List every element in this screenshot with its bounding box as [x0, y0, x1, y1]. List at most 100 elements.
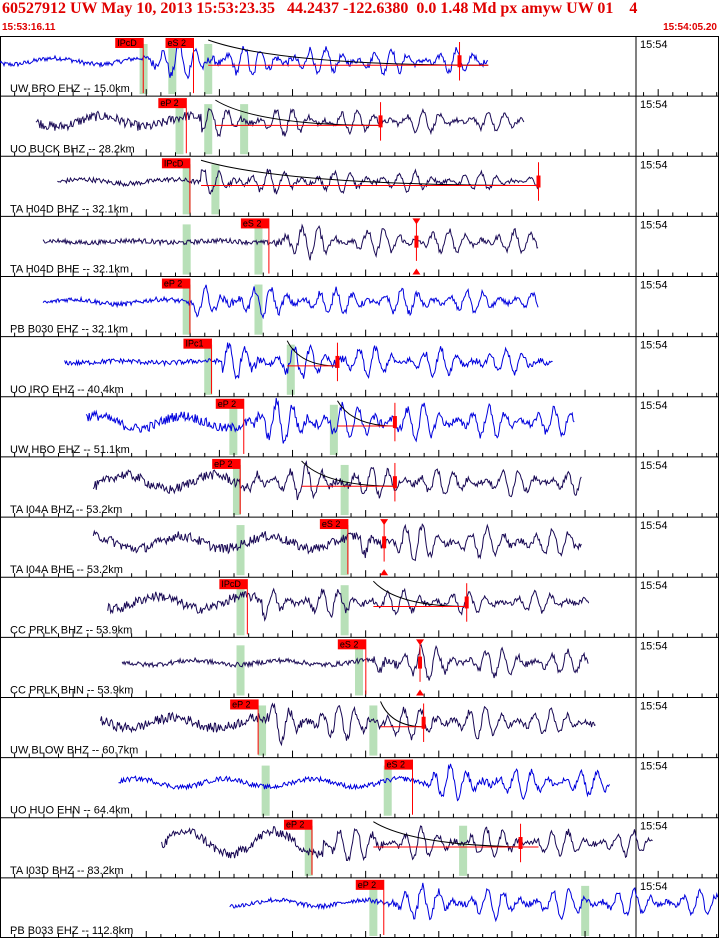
waveform-trace: [64, 342, 553, 380]
travel-time-marker: [340, 525, 349, 576]
phase-pick-box: [384, 759, 413, 770]
phase-pick-label: eP 2: [218, 399, 236, 409]
amplitude-marker-box: [414, 235, 419, 248]
trace-row: 15:54 eP 2 PB B033 EHZ -- 112.8km: [0, 877, 719, 938]
phase-pick-box: [183, 338, 212, 349]
travel-time-marker: [204, 44, 213, 95]
travel-time-marker: [182, 224, 191, 275]
phase-pick-box: [212, 458, 241, 469]
trace-row: 15:54 eS 2 CC PRLK BHN -- 53.9km: [0, 637, 719, 698]
station-label: UO HUO EHN -- 64.4km: [10, 805, 130, 817]
waveform-trace: [92, 460, 582, 501]
station-label: UO BUCK BHZ -- 28.2km: [10, 143, 135, 155]
travel-time-marker: [236, 645, 245, 696]
waveform-trace: [229, 882, 719, 923]
travel-time-marker: [175, 104, 184, 155]
phase-pick-label: IPcD: [221, 579, 241, 589]
trace-row: 15:54 IPcD TA H04D BHZ -- 32.1km: [0, 156, 719, 217]
trace-row: 15:54 eP 2 TA I04A BHZ -- 53.2km: [0, 456, 719, 518]
minute-label: 15:54: [640, 400, 668, 412]
amplitude-marker-box: [335, 355, 340, 368]
minute-label: 15:54: [640, 280, 668, 292]
phase-pick-label: eS 2: [386, 760, 405, 770]
phase-pick-box: [165, 38, 194, 48]
coda-curve: [373, 821, 539, 848]
travel-time-marker: [204, 344, 213, 395]
station-label: UW HBO EHZ -- 51.1km: [10, 444, 130, 456]
travel-time-marker: [254, 224, 263, 275]
waveform-trace: [0, 41, 489, 80]
trace-row: 15:54 eS 2 TA I04A BHE -- 53.2km: [0, 517, 719, 578]
trace-row: 15:54 eP 2 UW HBO EHZ -- 51.1km: [0, 396, 719, 458]
amplitude-marker-box: [378, 115, 383, 128]
amplitude-marker-box: [464, 596, 469, 609]
phase-pick-box: [219, 579, 248, 590]
waveform-trace: [42, 284, 539, 320]
trace-row: 15:54 eP 2 TA I03D BHZ -- 83.2km: [0, 817, 719, 879]
station-label: TA H04D BHE -- 32.1km: [10, 264, 129, 276]
trace-row: 15:54 eP 2 UW BLOW BHZ -- 60.7km: [0, 697, 719, 759]
minute-label: 15:54: [640, 580, 668, 592]
phase-pick-box: [215, 398, 244, 409]
trace-row: 15:54 IPcD CC PRLK BHZ -- 53.9km: [0, 577, 719, 638]
travel-time-marker: [383, 765, 392, 816]
window-end-time: 15:54:05.20: [663, 22, 717, 33]
phase-pick-label: eP 2: [160, 98, 178, 108]
trace-row: 15:54 eP 2 PB B030 EHZ -- 32.1km: [0, 276, 719, 338]
travel-time-marker: [254, 284, 263, 335]
travel-time-marker: [304, 825, 313, 876]
phase-pick-label: eS 2: [340, 639, 359, 649]
phase-pick-box: [283, 819, 312, 830]
pick-triangle-top: [412, 218, 421, 225]
amplitude-marker-box: [421, 716, 426, 729]
minute-label: 15:54: [640, 700, 668, 712]
waveform-trace: [85, 397, 575, 444]
pick-triangle-top: [380, 519, 389, 526]
pick-triangle-top: [416, 639, 425, 646]
minute-label: 15:54: [640, 219, 668, 231]
phase-pick-box: [161, 278, 190, 289]
phase-pick-label: IPc1: [185, 339, 203, 349]
phase-pick-label: IPcD: [164, 158, 184, 168]
pick-triangle-bottom: [412, 268, 421, 275]
phase-pick-box: [158, 98, 187, 109]
window-start-time: 15:53:16.11: [2, 22, 56, 33]
waveform-trace: [100, 702, 596, 747]
travel-time-marker: [236, 585, 245, 636]
travel-time-marker: [182, 164, 191, 215]
station-label: UW BLOW BHZ -- 60.7km: [10, 745, 138, 757]
station-label: TA I03D BHZ -- 83.2km: [10, 865, 124, 877]
minute-label: 15:54: [640, 761, 668, 773]
phase-pick-box: [319, 519, 348, 530]
trace-row: 15:54 eP 2 UO BUCK BHZ -- 28.2km: [0, 96, 719, 157]
event-title: 60527912 UW May 10, 2013 15:53:23.35 44.…: [2, 0, 638, 17]
travel-time-marker: [340, 464, 349, 516]
phase-pick-label: eS 2: [322, 519, 341, 529]
travel-time-marker: [581, 885, 590, 936]
trace-row: 15:54 IPcD eS 2 UW BRO EHZ -- 15.0km: [0, 36, 719, 97]
minute-label: 15:54: [640, 39, 668, 51]
coda-curve: [372, 580, 467, 607]
station-label: PB B033 EHZ -- 112.8km: [10, 925, 133, 937]
waveform-trace: [161, 825, 653, 862]
amplitude-marker-box: [382, 536, 387, 549]
pick-triangle-bottom: [416, 689, 425, 696]
travel-time-marker: [229, 404, 238, 455]
waveform-trace: [121, 643, 589, 681]
minute-label: 15:54: [640, 340, 668, 352]
phase-pick-label: eP 2: [286, 820, 304, 830]
amplitude-marker-box: [536, 175, 541, 188]
coda-curve: [200, 159, 539, 187]
phase-pick-label: eP 2: [214, 459, 232, 469]
minute-label: 15:54: [640, 881, 668, 893]
trace-row: 15:54 IPc1 UO IRO EHZ -- 40.4km: [0, 336, 719, 398]
phase-pick-box: [337, 639, 366, 650]
travel-time-marker: [261, 765, 270, 816]
trace-row: 15:54 eS 2 UO HUO EHN -- 64.4km: [0, 757, 719, 819]
station-label: UW BRO EHZ -- 15.0km: [10, 83, 130, 95]
amplitude-marker-box: [518, 836, 523, 849]
phase-pick-box: [240, 218, 269, 229]
amplitude-marker-box: [392, 476, 397, 489]
phase-pick-box: [115, 38, 144, 48]
phase-pick-label: eP 2: [164, 279, 182, 289]
